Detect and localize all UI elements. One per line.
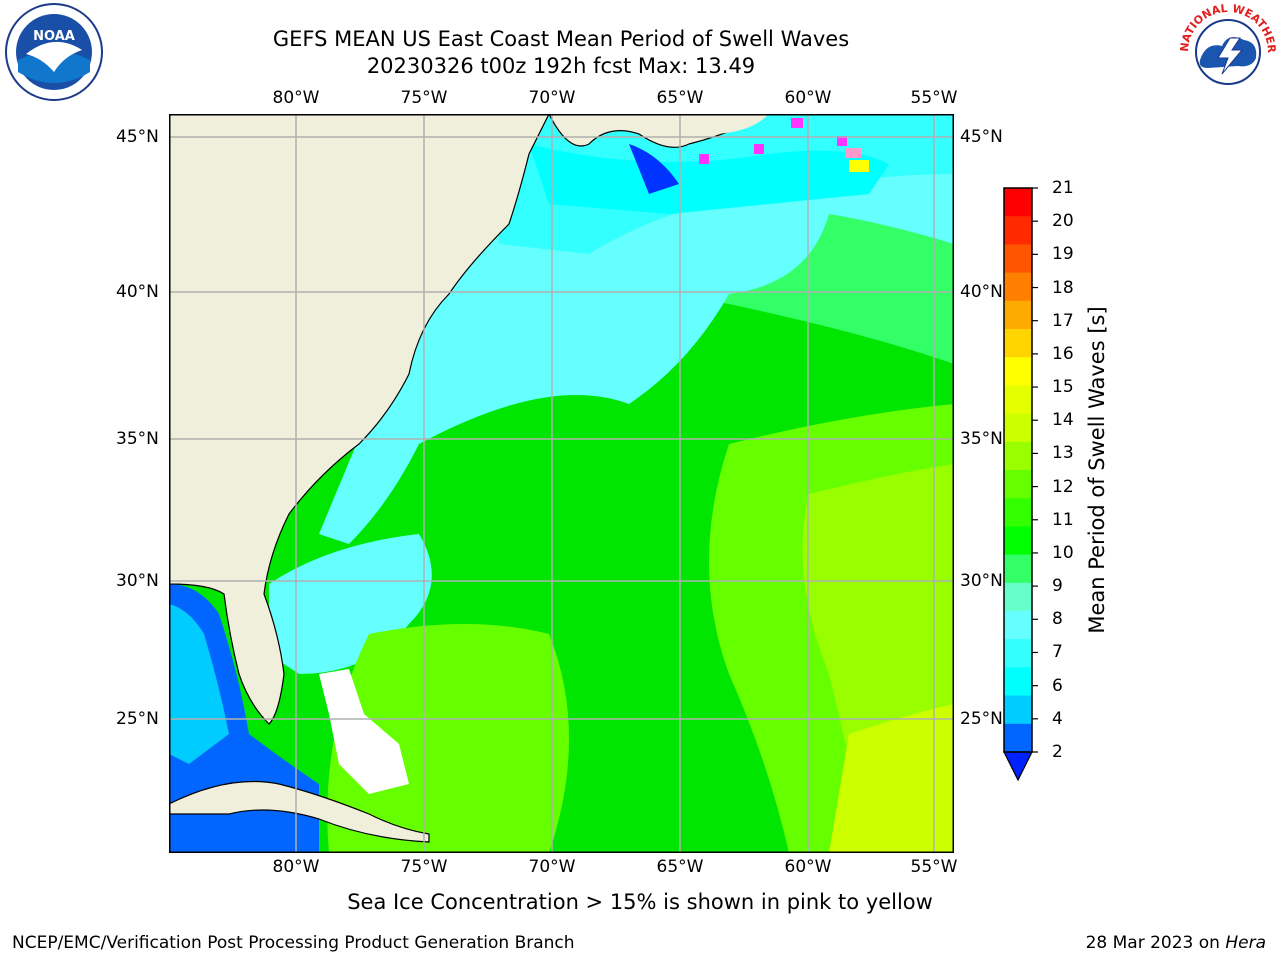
lon-label-top-80w: 80°W [272,88,320,108]
colorbar-tick-label: 15 [1052,377,1074,398]
nova-scotia-land [609,114,769,134]
title-line-1: GEFS MEAN US East Coast Mean Period of S… [272,27,850,51]
swell-zone-bay-2s [629,144,679,194]
chart-title: GEFS MEAN US East Coast Mean Period of S… [0,26,1122,80]
lat-label-left-40n: 40°N [116,282,159,302]
graticule [169,114,954,853]
lon-label-bottom-75w: 75°W [400,857,448,877]
colorbar-tick-label: 19 [1052,244,1074,265]
sea-ice-caption-text: Sea Ice Concentration > 15% is shown in … [347,890,933,914]
sea-ice-caption: Sea Ice Concentration > 15% is shown in … [0,890,1280,914]
lat-label-right-30n: 30°N [960,571,1003,591]
colorbar-segment [1004,272,1032,302]
map-border [169,114,954,853]
footer-date: 28 Mar 2023 on Hera [1086,933,1266,953]
sea-ice-patch [791,118,803,128]
sea-ice-patch [754,144,764,154]
colorbar-segment [1004,526,1032,556]
colorbar-tick-marks [1032,187,1038,753]
colorbar-tick-label: 17 [1052,310,1074,331]
swell-zone-gulf-4s [169,604,229,764]
colorbar-tick-label: 18 [1052,277,1074,298]
lat-label-left-45n: 45°N [116,127,159,147]
colorbar-segment [1004,582,1032,612]
colorbar-segment [1004,667,1032,697]
colorbar-segment [1004,441,1032,471]
colorbar-tick-label: 4 [1052,708,1063,729]
lon-label-bottom-70w: 70°W [528,857,576,877]
colorbar-tick-label: 11 [1052,509,1074,530]
bahamas-no-data [319,669,409,794]
colorbar-segment [1004,385,1032,415]
colorbar-segment [1004,611,1032,640]
colorbar-label: Mean Period of Swell Waves [s] [1085,306,1109,634]
lat-label-right-25n: 25°N [960,709,1003,729]
footer-credit: NCEP/EMC/Verification Post Processing Pr… [12,933,575,953]
colorbar-segment [1004,329,1032,358]
footer-date-text: 28 Mar 2023 on [1085,933,1226,953]
lon-label-top-65w: 65°W [656,88,704,108]
sea-ice-patch [699,154,709,164]
lon-label-bottom-80w: 80°W [272,857,320,877]
sea-ice-patch [849,160,869,172]
colorbar-tick-label: 14 [1052,410,1074,431]
colorbar-border [1003,187,1033,753]
cuba-land [169,780,430,843]
colorbar-segments [1004,188,1032,753]
title-line-2: 20230326 t00z 192h fcst Max: 13.49 [366,54,756,78]
noaa-logo-text: NOAA [33,29,75,44]
lat-label-left-35n: 35°N [116,429,159,449]
lat-label-right-40n: 40°N [960,282,1003,302]
colorbar-segment [1004,216,1032,245]
colorbar-segment [1004,554,1032,584]
colorbar-tick-label: 8 [1052,609,1063,630]
colorbar-tick-label: 21 [1052,178,1074,198]
colorbar-segment [1004,357,1032,386]
colorbar-tick-label: 16 [1052,343,1074,364]
lat-label-left-30n: 30°N [116,571,159,591]
sea-ice-patch [845,148,861,158]
noaa-logo: NOAA [5,3,103,101]
lon-label-bottom-65w: 65°W [656,857,704,877]
lat-label-right-35n: 35°N [960,429,1003,449]
colorbar-tick-label: 20 [1052,211,1074,232]
colorbar-under-arrow [1003,751,1033,782]
lon-label-top-70w: 70°W [528,88,576,108]
colorbar-tick-label: 12 [1052,476,1074,497]
colorbar-segment [1004,723,1032,753]
lon-label-bottom-60w: 60°W [784,857,832,877]
colorbar-segment [1004,498,1032,527]
nws-logo: NATIONAL WEATHER SERVICE [1178,2,1278,99]
colorbar-tick-label: 13 [1052,443,1074,464]
lat-label-right-45n: 45°N [960,127,1003,147]
lat-label-left-25n: 25°N [116,709,159,729]
colorbar-tick-label: 9 [1052,576,1063,597]
colorbar-segment [1004,413,1032,443]
footer-host: Hera [1225,933,1266,953]
sea-ice-patch [837,136,847,146]
colorbar-segment [1004,695,1032,725]
colorbar-tick-label: 2 [1052,742,1063,762]
colorbar-tick-label: 7 [1052,642,1063,663]
us-east-coast-land [169,114,550,725]
swell-zone-south-11s [327,624,569,853]
colorbar-tick-label: 6 [1052,675,1063,696]
swell-zone-13s [829,704,954,853]
lon-label-top-75w: 75°W [400,88,448,108]
colorbar-segment [1004,470,1032,499]
colorbar-segment [1004,188,1032,217]
lon-label-top-60w: 60°W [784,88,832,108]
colorbar-tick-label: 10 [1052,542,1074,563]
swell-zone-5s [529,144,889,214]
lon-label-top-55w: 55°W [910,88,958,108]
colorbar [1003,187,1038,782]
lon-label-bottom-55w: 55°W [910,857,958,877]
colorbar-segment [1004,639,1032,668]
swell-period-map [169,114,954,853]
colorbar-segment [1004,244,1032,274]
colorbar-segment [1004,300,1032,330]
